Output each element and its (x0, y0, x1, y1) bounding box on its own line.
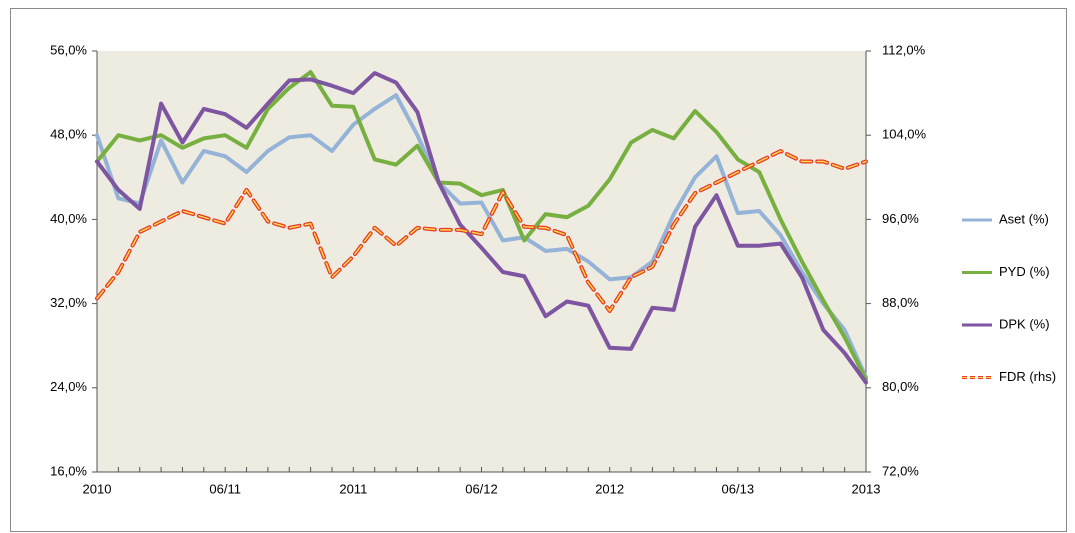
y-tick-label: 32,0% (50, 295, 87, 310)
y-tick-label: 56,0% (50, 42, 87, 57)
y2-tick-label: 88,0% (882, 295, 919, 310)
x-tick-label: 06/13 (722, 481, 755, 496)
y-tick-label: 48,0% (50, 127, 87, 142)
x-tick-label: 2010 (83, 481, 112, 496)
y2-tick-label: 112,0% (882, 42, 926, 57)
x-tick-label: 06/11 (209, 481, 241, 496)
y2-tick-label: 96,0% (882, 211, 919, 226)
legend-label: FDR (rhs) (999, 369, 1056, 384)
x-tick-label: 2011 (339, 481, 367, 496)
legend-label: PYD (%) (999, 264, 1050, 279)
y-tick-label: 16,0% (50, 463, 87, 478)
legend-label: DPK (%) (999, 316, 1050, 331)
line (95, 93, 868, 380)
line (95, 70, 868, 382)
legend-label: Aset (%) (999, 211, 1049, 226)
y2-tick-label: 104,0% (882, 127, 927, 142)
plot-area (97, 51, 866, 472)
x-tick-label: 2012 (595, 481, 624, 496)
line-highlight (96, 150, 867, 312)
y2-tick-label: 72,0% (882, 463, 919, 478)
x-tick-label: 2013 (852, 481, 881, 496)
y-tick-label: 40,0% (50, 211, 87, 226)
y-tick-label: 24,0% (50, 379, 87, 394)
x-tick-label: 06/12 (465, 481, 498, 496)
line (95, 71, 868, 385)
y2-tick-label: 80,0% (882, 379, 919, 394)
chart-border (10, 8, 1067, 532)
